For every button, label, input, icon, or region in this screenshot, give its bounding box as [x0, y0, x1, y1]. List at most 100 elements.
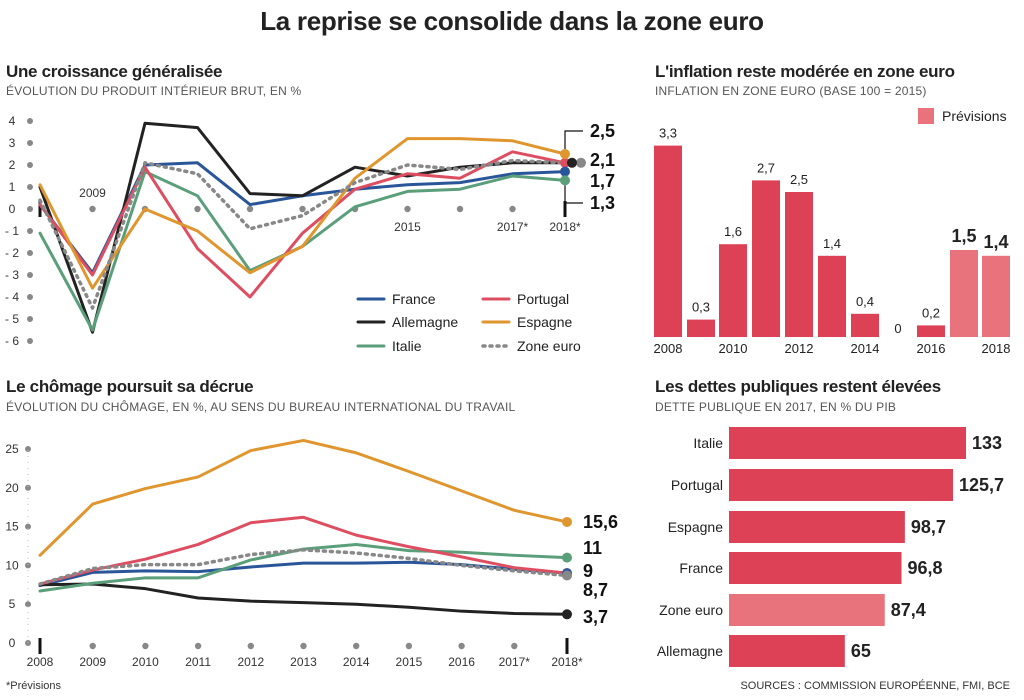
legend-swatch-previsions: [918, 108, 934, 124]
bar-italie: [729, 427, 966, 459]
x-tick-label: 2010: [719, 341, 748, 356]
y-axis-dot: [25, 484, 31, 491]
x-tick-label: 2017*: [499, 655, 531, 669]
x-tick-label: 2008: [654, 341, 683, 356]
end-label-leader: [564, 185, 583, 204]
bar-value-label-2008: 3,3: [659, 126, 677, 141]
category-label-portugal: Portugal: [671, 477, 723, 493]
bar-value-label-2012: 2,5: [790, 172, 808, 187]
debt-chart-title: Les dettes publiques restent élevées: [655, 377, 941, 396]
x-axis-dot: [405, 642, 413, 650]
end-label-allemagne: 3,7: [583, 607, 608, 627]
bar-value-label-2018: 1,4: [983, 232, 1008, 252]
x-axis-dot: [458, 642, 465, 650]
y-axis-dot: [25, 446, 31, 452]
end-marker-espagne: [560, 149, 570, 159]
x-tick-label: 2010: [132, 655, 159, 669]
x-tick-label: 2014: [851, 341, 880, 356]
zero-line-dot: [404, 205, 411, 213]
end-marker-allemagne: [567, 157, 577, 168]
bar-2009: [687, 319, 715, 337]
bar-value-label-allemagne: 65: [851, 641, 871, 661]
sources: SOURCES : COMMISSION EUROPÉENNE, FMI, BC…: [740, 680, 1010, 692]
bar-value-label-2016: 0,2: [922, 305, 940, 320]
x-tick-label: 2016: [448, 655, 475, 669]
zero-line-start-marker: [38, 201, 42, 217]
y-axis-dot: [27, 140, 33, 146]
y-axis-dot: [25, 601, 31, 608]
end-label-italie: 11: [583, 538, 602, 558]
y-tick-label: - 4: [5, 290, 19, 304]
x-axis-end-marker: [565, 638, 569, 654]
inflation-chart-title: L'inflation reste modérée en zone euro: [655, 62, 955, 81]
zero-line-dot: [509, 205, 516, 213]
x-tick-label: 2014: [343, 655, 370, 669]
series-line-espagne: [38, 137, 567, 290]
category-label-allemagne: Allemagne: [657, 643, 723, 659]
bar-value-label-2015: 0: [894, 321, 901, 336]
bar-2018: [982, 255, 1010, 337]
zero-line-dot: [299, 205, 306, 213]
y-tick-label: 0: [9, 636, 16, 650]
x-axis-dot: [353, 642, 360, 650]
x-axis-dot: [300, 642, 307, 650]
end-label-zone-euro: 8,7: [583, 580, 608, 600]
inflation-bar-chart: 3,3 0,3 1,6 2,7 2,5 1,4 0,4 0 0,2 1,5 1,4 2008 2010 2…: [654, 108, 1011, 356]
legend-label-portugal: Portugal: [517, 291, 569, 307]
x-tick-label: 2009: [79, 655, 106, 669]
y-tick-label: 15: [5, 520, 19, 534]
end-marker-espagne: [562, 516, 572, 527]
y-tick-label: - 3: [5, 268, 19, 282]
y-axis-dot: [27, 162, 33, 168]
y-tick-label: 3: [9, 136, 16, 150]
gdp-line-chart: 4 3 2 1 0 - 1 - 2 - 3 - 4 - 5 - 6 2009 2015 2017* 2018…: [5, 114, 615, 354]
unemployment-chart-title: Le chômage poursuit sa décrue: [6, 377, 254, 396]
x-tick-label: 2018: [982, 341, 1011, 356]
end-marker-italie: [562, 552, 572, 563]
x-tick-label: 2011: [185, 655, 211, 669]
bar-allemagne: [729, 635, 845, 667]
y-tick-label: - 1: [5, 224, 19, 238]
y-tick-label: 2: [9, 158, 16, 172]
series-line-zone-euro: [38, 158, 567, 310]
x-axis-dot: [142, 642, 149, 650]
end-label-leader: [564, 130, 583, 149]
x-tick-label: 2016: [917, 341, 946, 356]
bar-2017: [950, 250, 978, 337]
y-axis-dot: [27, 272, 33, 278]
x-axis-dot: [511, 642, 518, 650]
legend-label-italie: Italie: [392, 338, 422, 354]
x-axis-start-marker: [38, 638, 42, 654]
series-line-allemagne: [38, 121, 567, 334]
zero-line-dot: [246, 205, 254, 213]
bar-value-label-espagne: 98,7: [911, 517, 946, 537]
y-tick-label: 1: [9, 180, 16, 194]
x-tick-label: 2018*: [551, 655, 583, 669]
y-axis-dot: [27, 294, 33, 300]
y-tick-label: 5: [9, 597, 16, 611]
y-axis-dot: [27, 338, 33, 344]
end-label-france: 9: [583, 561, 593, 581]
zero-line-dot: [194, 205, 201, 213]
bar-2014: [851, 313, 879, 337]
inflation-chart-subtitle: INFLATION EN ZONE EURO (BASE 100 = 2015): [655, 84, 927, 98]
x-tick-label: 2013: [290, 655, 317, 669]
x-tick-label: 2017*: [497, 220, 529, 234]
gdp-chart-subtitle: ÉVOLUTION DU PRODUIT INTÉRIEUR BRUT, EN …: [6, 84, 302, 98]
end-label-allemagne: 2,1: [590, 150, 615, 170]
zero-line-end-marker: [563, 201, 567, 217]
y-axis-dot: [27, 228, 33, 234]
bar-2011: [752, 180, 780, 337]
bar-2012: [785, 192, 813, 337]
end-marker-zone-euro: [576, 157, 586, 168]
zero-line-dot: [89, 205, 96, 213]
bar-value-label-2011: 2,7: [757, 160, 775, 175]
y-axis-dot: [27, 118, 33, 124]
end-label-espagne: 15,6: [583, 512, 618, 532]
bar-value-label-zone-euro: 87,4: [891, 600, 926, 620]
end-label-france: 1,7: [590, 171, 615, 191]
x-tick-label: 2008: [27, 655, 54, 669]
bar-2008: [654, 145, 682, 337]
category-label-zone-euro: Zone euro: [659, 602, 723, 618]
